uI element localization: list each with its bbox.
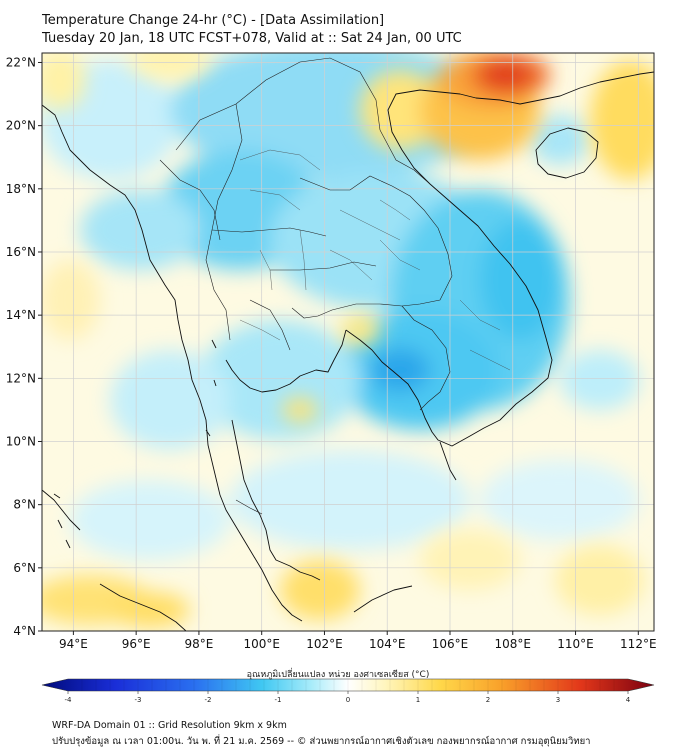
colorbar-tick-label: -4 — [65, 696, 73, 704]
colorbar-tick-label: -2 — [205, 696, 212, 704]
latitude-axis: 22°N 20°N 18°N 16°N 14°N 12°N 10°N 8°N 6°N 4°N — [6, 55, 42, 638]
plot-frame — [41, 52, 655, 632]
lat-tick-label: 16°N — [6, 245, 36, 259]
lat-tick-label: 18°N — [6, 182, 36, 196]
colorbar-tick-label: 2 — [486, 696, 490, 704]
lat-tick-label: 22°N — [6, 55, 36, 69]
province-borders — [239, 149, 511, 371]
colorbar: -4 -3 -2 -1 0 1 2 3 4 — [41, 678, 655, 704]
colorbar-tick-label: 0 — [346, 696, 350, 704]
hainan-island — [535, 127, 599, 179]
lon-tick-label: 96°E — [122, 637, 151, 651]
map-subtitle-valid-time: Tuesday 20 Jan, 18 UTC FCST+078, Valid a… — [42, 31, 462, 46]
lat-tick-label: 20°N — [6, 119, 36, 133]
coastlines — [42, 71, 654, 631]
temperature-change-field — [42, 53, 654, 631]
lat-tick-label: 12°N — [6, 371, 36, 385]
footer-credits: ปรับปรุงข้อมูล ณ เวลา 01:00น. วัน พ. ที่… — [52, 736, 591, 747]
colorbar-ticks: -4 -3 -2 -1 0 1 2 3 4 — [65, 679, 631, 704]
lon-tick-label: 106°E — [432, 637, 469, 651]
lon-tick-label: 110°E — [557, 637, 594, 651]
lon-tick-label: 94°E — [59, 637, 88, 651]
colorbar-tick-label: 3 — [556, 696, 560, 704]
lon-tick-label: 104°E — [369, 637, 406, 651]
lat-tick-label: 10°N — [6, 434, 36, 448]
colorbar-tick-label: -1 — [275, 696, 282, 704]
footer-model-info: WRF-DA Domain 01 :: Grid Resolution 9km … — [52, 720, 287, 731]
map-title: Temperature Change 24-hr (°C) - [Data As… — [42, 13, 385, 28]
lat-tick-label: 6°N — [13, 561, 36, 575]
longitude-axis: 94°E 96°E 98°E 100°E 102°E 104°E 106°E 108°E 110… — [59, 631, 657, 651]
graticule — [42, 53, 654, 631]
colorbar-label: อุณหภูมิเปลี่ยนแปลง หน่วย องศาเซลเซียส (… — [246, 670, 430, 680]
lat-tick-label: 4°N — [13, 624, 36, 638]
lon-tick-label: 100°E — [243, 637, 280, 651]
colorbar-tick-label: 1 — [416, 696, 420, 704]
lon-tick-label: 112°E — [620, 637, 657, 651]
country-borders — [159, 57, 453, 515]
lat-tick-label: 14°N — [6, 308, 36, 322]
lon-tick-label: 98°E — [184, 637, 213, 651]
lon-tick-label: 108°E — [495, 637, 532, 651]
cooling-areas — [42, 53, 640, 560]
lat-tick-label: 8°N — [13, 498, 36, 512]
lon-tick-label: 102°E — [306, 637, 343, 651]
colorbar-tick-label: -3 — [135, 696, 142, 704]
colorbar-tick-label: 4 — [626, 696, 631, 704]
